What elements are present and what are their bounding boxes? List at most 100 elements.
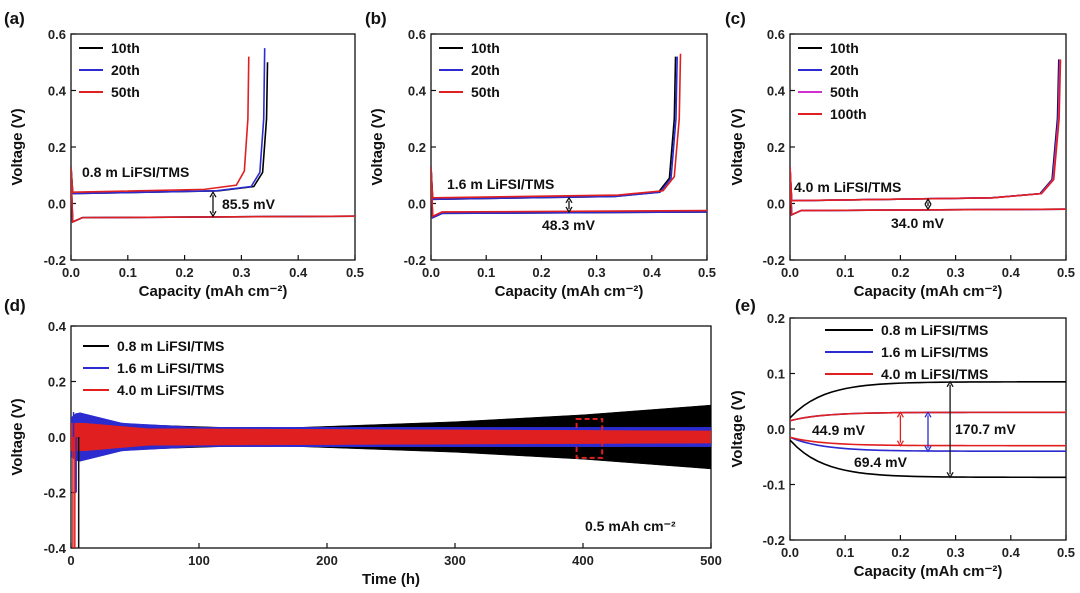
arrow-head	[896, 411, 904, 418]
x-axis-label: Capacity (mAh cm⁻²)	[854, 563, 1003, 580]
y-tick-label: -0.1	[763, 478, 785, 493]
arrow-head	[924, 203, 932, 211]
gap-label-blue: 69.4 mV	[854, 454, 908, 470]
x-tick-label: 0.0	[422, 265, 440, 280]
x-tick-label: 0.5	[1057, 545, 1075, 560]
y-tick-label: 0.0	[408, 197, 426, 212]
legend-entry: 1.6 m LiFSI/TMS	[881, 344, 988, 360]
legend-entry: 100th	[830, 106, 867, 122]
overpotential-label: 85.5 mV	[222, 196, 276, 212]
legend-entry: 10th	[471, 40, 500, 56]
y-tick-label: -0.4	[44, 541, 67, 556]
panel-label: (b)	[365, 9, 387, 28]
x-tick-label: 0.3	[588, 265, 606, 280]
series-line-top	[790, 381, 1066, 419]
x-tick-label: 500	[700, 553, 722, 568]
y-axis-label: Voltage (V)	[729, 108, 746, 185]
y-tick-label: 0.6	[48, 27, 66, 42]
arrow-head	[924, 197, 932, 205]
legend-entry: 20th	[471, 62, 500, 78]
x-tick-label: 0	[67, 553, 74, 568]
series-group	[790, 59, 1066, 217]
y-tick-label: 0.0	[48, 430, 66, 445]
legend-entry: 50th	[111, 84, 140, 100]
legend-entry: 50th	[830, 84, 859, 100]
arrow-head	[209, 190, 217, 198]
y-tick-label: 0.4	[767, 84, 786, 99]
legend-entry: 1.6 m LiFSI/TMS	[117, 360, 224, 376]
arrow-head	[924, 445, 932, 453]
x-axis-label: Time (h)	[362, 571, 420, 588]
x-tick-label: 0.4	[289, 265, 308, 280]
gap-label-black: 170.7 mV	[955, 421, 1016, 437]
panel-label: (c)	[725, 9, 746, 28]
panel-1: 0.0 0.1 0.2 0.3 0.4 0.5-0.20.00.20.40.6Capaci…	[365, 9, 716, 300]
panel-e: 0.0 0.1 0.2 0.3 0.4 0.5 -0.2 -0.1 0.0 0.1 0.2 Capac…	[729, 296, 1075, 580]
legend-entry: 0.8 m LiFSI/TMS	[881, 322, 988, 338]
x-tick-label: 0.3	[232, 265, 250, 280]
legend-entry: 50th	[471, 84, 500, 100]
highlight-box	[575, 417, 604, 459]
x-tick-label: 0.4	[1002, 545, 1021, 560]
arrow-head	[565, 196, 573, 204]
x-tick-label: 400	[572, 553, 594, 568]
x-tick-label: 0.0	[781, 545, 799, 560]
x-tick-label: 200	[316, 553, 338, 568]
y-tick-label: -0.2	[44, 486, 66, 501]
arrow-head	[946, 471, 954, 479]
overpotential-label: 34.0 mV	[891, 215, 945, 231]
arrow-head	[565, 206, 573, 214]
panel-label: (a)	[4, 9, 25, 28]
y-tick-label: 0.2	[48, 140, 66, 155]
arrow-head	[209, 210, 217, 218]
y-tick-label: 0.0	[48, 197, 66, 212]
x-tick-label: 0.0	[781, 265, 799, 280]
x-axis-label: Capacity (mAh cm⁻²)	[854, 283, 1003, 300]
y-tick-label: 0.2	[767, 311, 785, 326]
panel-label: (e)	[735, 296, 756, 315]
x-tick-label: 0.5	[1057, 265, 1075, 280]
legend-entry: 4.0 m LiFSI/TMS	[117, 382, 224, 398]
y-tick-label: -0.2	[763, 533, 785, 548]
panel-2: 0.0 0.1 0.2 0.3 0.4 0.5-0.20.00.20.40.6Capaci…	[725, 9, 1075, 300]
y-tick-label: 0.6	[767, 27, 785, 42]
y-axis-label: Voltage (V)	[729, 390, 746, 467]
electrolyte-label: 4.0 m LiFSI/TMS	[794, 179, 901, 195]
x-tick-label: 0.2	[891, 545, 909, 560]
legend-entry: 10th	[830, 40, 859, 56]
gap-label-red: 44.9 mV	[812, 422, 866, 438]
arrow-head	[896, 440, 904, 447]
overpotential-label: 48.3 mV	[542, 217, 596, 233]
series-group	[71, 48, 355, 224]
x-tick-label: 0.1	[119, 265, 137, 280]
x-tick-label: 0.4	[643, 265, 662, 280]
y-tick-label: 0.6	[408, 27, 426, 42]
current-density-label: 0.5 mAh cm⁻²	[585, 518, 676, 534]
y-tick-label: 0.4	[408, 84, 427, 99]
y-axis-label: Voltage (V)	[9, 108, 26, 185]
y-tick-label: 0.2	[767, 140, 785, 155]
x-tick-label: 0.5	[346, 265, 364, 280]
legend-entry: 4.0 m LiFSI/TMS	[881, 366, 988, 382]
series-line-bottom	[790, 439, 1066, 479]
series-line-charge	[71, 56, 250, 194]
series-line-charge	[431, 53, 682, 199]
y-tick-label: 0.4	[48, 319, 67, 334]
y-axis-label: Voltage (V)	[369, 108, 386, 185]
panel-0: 0.0 0.1 0.2 0.3 0.4 0.5-0.20.00.20.40.6Capaci…	[4, 9, 364, 300]
y-tick-label: -0.2	[404, 253, 426, 268]
x-tick-label: 0.3	[947, 265, 965, 280]
series-line-discharge	[71, 175, 355, 224]
x-tick-label: 0.2	[176, 265, 194, 280]
y-tick-label: -0.2	[44, 253, 66, 268]
electrolyte-label: 1.6 m LiFSI/TMS	[447, 176, 554, 192]
y-tick-label: 0.0	[767, 422, 785, 437]
y-tick-label: 0.2	[48, 375, 66, 390]
x-axis-label: Capacity (mAh cm⁻²)	[495, 283, 644, 300]
x-tick-label: 0.3	[947, 545, 965, 560]
y-tick-label: 0.2	[408, 140, 426, 155]
series-line-charge	[790, 59, 1062, 202]
x-tick-label: 0.2	[891, 265, 909, 280]
legend-entry: 0.8 m LiFSI/TMS	[117, 338, 224, 354]
